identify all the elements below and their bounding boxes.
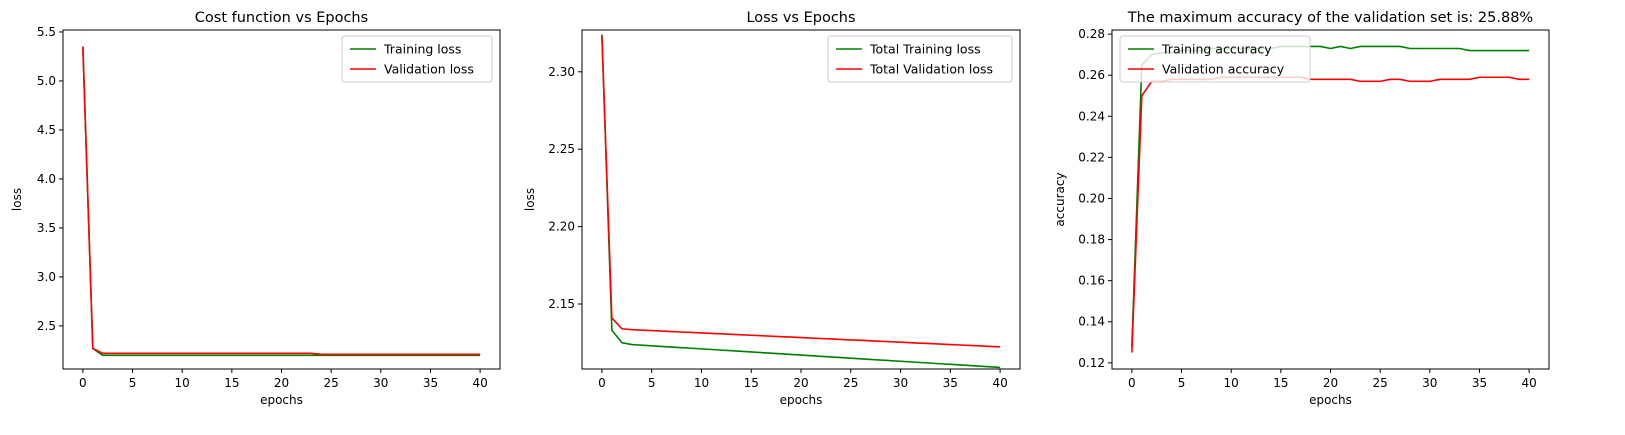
legend-label: Total Training loss xyxy=(869,42,981,57)
legend-label: Training accuracy xyxy=(1161,42,1272,57)
legend: Total Training loss Total Validation loss xyxy=(827,35,1013,83)
y-tick-label: 5.0 xyxy=(37,74,56,88)
series-line-1 xyxy=(82,46,481,357)
x-tick-label: 35 xyxy=(1472,376,1487,390)
x-tick-label: 40 xyxy=(472,376,487,390)
x-tick-label: 10 xyxy=(175,376,190,390)
y-tick-label: 3.5 xyxy=(37,221,56,235)
x-tick-label: 10 xyxy=(694,376,709,390)
x-tick-label: 35 xyxy=(423,376,438,390)
x-tick-label: 35 xyxy=(943,376,958,390)
x-axis-title: epochs xyxy=(780,393,823,407)
y-tick-label: 2.15 xyxy=(548,297,575,311)
y-tick-label: 2.30 xyxy=(548,65,575,79)
chart-panel-3: The maximum accuracy of the validation s… xyxy=(1053,10,1550,407)
y-tick-label: 0.24 xyxy=(1078,109,1105,123)
x-tick-label: 15 xyxy=(1273,376,1288,390)
y-tick-label: 0.18 xyxy=(1078,233,1105,247)
chart-title: Loss vs Epochs xyxy=(746,10,855,26)
x-tick-label: 25 xyxy=(843,376,858,390)
x-tick-label: 25 xyxy=(1373,376,1388,390)
legend-label: Validation loss xyxy=(384,62,474,77)
y-tick-label: 2.20 xyxy=(548,220,575,234)
y-tick-label: 0.16 xyxy=(1078,274,1105,288)
y-tick-label: 0.22 xyxy=(1078,150,1105,164)
x-tick-label: 20 xyxy=(274,376,289,390)
series-line-1 xyxy=(601,34,1001,369)
chart-panel-1: Cost function vs Epochs 0 5 10 15 20 25 30 35 40 2… xyxy=(10,10,501,407)
x-tick-label: 0 xyxy=(598,376,606,390)
x-tick-label: 25 xyxy=(324,376,339,390)
series-line-2 xyxy=(601,36,1001,348)
legend-box xyxy=(341,35,493,83)
x-axis-title: epochs xyxy=(1309,393,1352,407)
y-tick-label: 4.5 xyxy=(37,123,56,137)
legend-label: Training loss xyxy=(383,42,461,57)
legend-box xyxy=(827,35,1013,83)
legend: Training loss Validation loss xyxy=(341,35,493,83)
chart-panel-2: Loss vs Epochs 0 5 10 15 20 25 30 35 40 2.15 2.20 2.… xyxy=(523,10,1021,407)
x-tick-label: 0 xyxy=(79,376,87,390)
x-tick-label: 5 xyxy=(129,376,137,390)
y-tick-label: 0.12 xyxy=(1078,356,1105,370)
x-tick-label: 30 xyxy=(373,376,388,390)
legend-label: Validation accuracy xyxy=(1162,62,1285,77)
legend: Training accuracy Validation accuracy xyxy=(1119,35,1311,83)
series-line-1 xyxy=(1131,45,1530,347)
x-tick-label: 5 xyxy=(648,376,656,390)
y-tick-label: 2.25 xyxy=(548,142,575,156)
y-tick-label: 3.0 xyxy=(37,270,56,284)
chart-title: Cost function vs Epochs xyxy=(195,10,368,26)
x-tick-label: 10 xyxy=(1224,376,1239,390)
x-tick-label: 15 xyxy=(224,376,239,390)
y-tick-label: 0.14 xyxy=(1078,315,1105,329)
x-axis-title: epochs xyxy=(260,393,303,407)
x-tick-label: 5 xyxy=(1178,376,1186,390)
x-tick-label: 40 xyxy=(1521,376,1536,390)
x-tick-label: 0 xyxy=(1128,376,1136,390)
y-axis-title: loss xyxy=(523,188,537,211)
series-line-2 xyxy=(82,46,481,356)
y-axis-title: loss xyxy=(10,188,24,211)
legend-label: Total Validation loss xyxy=(869,62,993,77)
x-tick-label: 30 xyxy=(893,376,908,390)
y-axis-title: accuracy xyxy=(1053,172,1067,226)
y-tick-label: 0.28 xyxy=(1078,27,1105,41)
y-tick-label: 4.0 xyxy=(37,172,56,186)
x-tick-label: 30 xyxy=(1422,376,1437,390)
y-tick-label: 0.26 xyxy=(1078,68,1105,82)
series-line-2 xyxy=(1131,76,1530,353)
x-tick-label: 40 xyxy=(992,376,1007,390)
legend-box xyxy=(1119,35,1311,83)
x-tick-label: 15 xyxy=(744,376,759,390)
x-tick-label: 20 xyxy=(793,376,808,390)
x-tick-label: 20 xyxy=(1323,376,1338,390)
y-tick-label: 5.5 xyxy=(37,25,56,39)
y-tick-label: 2.5 xyxy=(37,319,56,333)
chart-title: The maximum accuracy of the validation s… xyxy=(1127,10,1533,26)
y-tick-label: 0.20 xyxy=(1078,191,1105,205)
